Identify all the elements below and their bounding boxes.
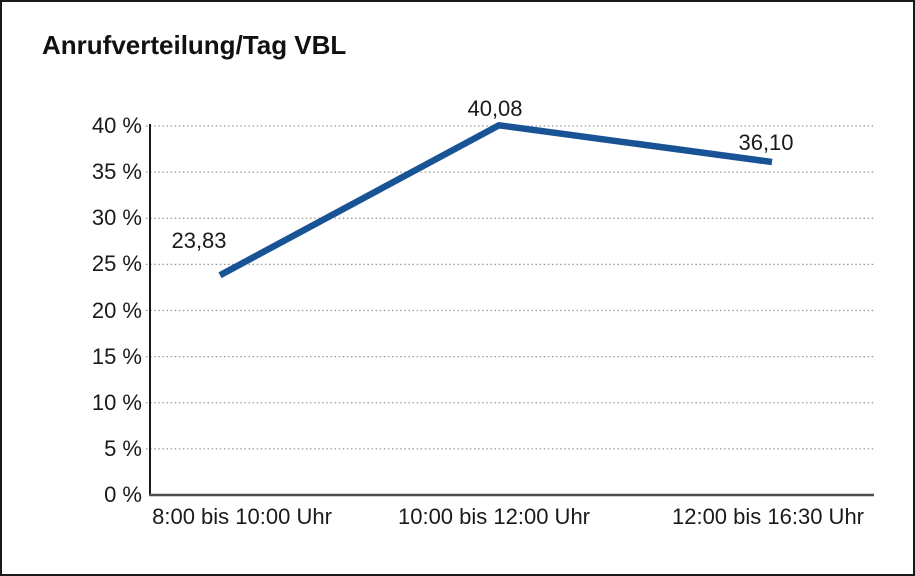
- y-axis-tick-label: 20 %: [91, 297, 142, 323]
- data-point-value-label: 40,08: [467, 96, 523, 121]
- x-axis-category-label: 12:00 bis 16:30 Uhr: [671, 504, 865, 529]
- y-axis-tick-label: 5 %: [104, 435, 142, 461]
- y-axis-tick-label: 15 %: [91, 343, 142, 369]
- y-axis-tick-label: 0 %: [104, 482, 142, 507]
- y-axis-tick-label: 35 %: [91, 159, 142, 185]
- data-point-value-label: 23,83: [171, 228, 227, 253]
- y-axis-tick-label: 10 %: [91, 389, 142, 415]
- chart-title: Anrufverteilung/Tag VBL: [42, 30, 347, 60]
- data-point-value-label: 36,10: [738, 130, 794, 155]
- data-series-line: [218, 122, 773, 279]
- y-axis-tick-label: 25 %: [91, 251, 142, 277]
- x-axis-category-label: 10:00 bis 12:00 Uhr: [397, 504, 591, 529]
- y-axis-tick-label: 40 %: [91, 113, 142, 138]
- y-axis-tick-label: 30 %: [91, 205, 142, 231]
- x-axis-category-label: 8:00 bis 10:00 Uhr: [152, 504, 332, 529]
